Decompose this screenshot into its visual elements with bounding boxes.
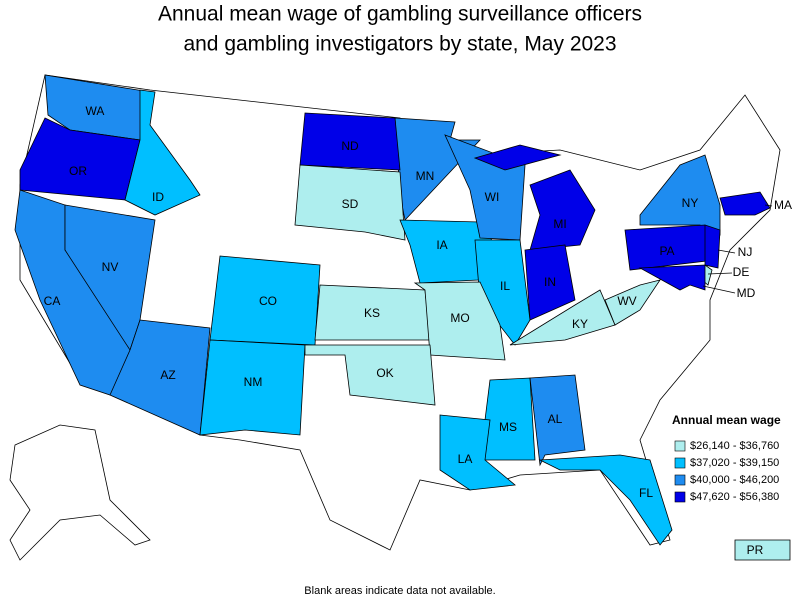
state-label: IL [500,279,510,293]
state: MI [473,144,596,251]
state: KY [509,289,616,346]
leader-line [717,249,736,254]
state-label: NM [244,375,263,389]
state-label: WA [86,104,105,118]
state-shape [124,89,201,216]
legend-label: $26,140 - $36,760 [690,440,779,452]
state: NJ [704,224,753,269]
state: NY [639,154,721,236]
state: CO [209,255,321,346]
state-label: FL [639,486,653,500]
state: NM [199,339,306,436]
state-label: NJ [738,245,753,259]
legend-title: Annual mean wage [672,413,781,427]
state-shape [199,339,306,436]
state: MA [719,191,792,216]
state: MD [638,264,756,300]
state-label: MN [416,169,435,183]
alaska [9,424,151,561]
state-label: ID [152,190,164,204]
state-shape [439,414,516,491]
state: DE [701,264,750,286]
legend-swatch [674,440,686,452]
state: LA [439,414,516,491]
state: MO [413,281,506,361]
state-label: KY [572,317,588,331]
state-label: NY [682,196,699,210]
state: FL [538,454,673,546]
state-label: MS [499,420,517,434]
state-label: MA [774,198,792,212]
state-label: OK [376,366,393,380]
state-shape [704,224,721,269]
state-shape [109,319,211,436]
legend-swatch [674,474,686,486]
state-label: MI [553,217,566,231]
legend-swatch [674,491,686,503]
state: IN [524,244,576,321]
state-label: NV [102,260,119,274]
state-label: PR [747,543,764,557]
state: OK [304,344,436,406]
legend-label: $47,620 - $56,380 [690,491,779,503]
state-label: SD [342,197,359,211]
title-line: Annual mean wage of gambling surveillanc… [158,3,642,26]
state: MS [484,377,536,461]
legend-swatch [674,457,686,469]
state-label: MO [450,311,469,325]
state: WV [604,279,661,326]
state: OR [19,117,141,201]
state-label: IN [544,275,556,289]
state: WA [44,74,151,141]
state-shape [639,154,721,236]
state: PR [734,539,791,561]
state-label: OR [69,164,87,178]
state-label: WI [485,190,500,204]
footnote: Blank areas indicate data not available. [304,585,495,597]
state: KS [314,284,431,341]
state-label: CO [259,294,277,308]
leader-line [764,204,773,207]
state-shape [484,377,536,461]
state-shape [524,244,576,321]
state-label: CA [44,294,61,308]
state-shape [304,344,436,406]
state-shape [638,264,706,291]
state-label: ND [341,139,359,153]
state-label: WV [617,294,636,308]
state-label: DE [733,265,750,279]
state-label: AZ [160,368,175,382]
state-shape [413,281,506,361]
state-label: AL [548,412,563,426]
state-shape [719,191,771,216]
state: AZ [109,319,211,436]
state-shape [604,279,661,326]
state-shape [529,169,596,251]
state-label: KS [364,306,380,320]
leader-line [707,272,733,275]
state: SD [294,164,406,241]
legend-label: $40,000 - $46,200 [690,474,779,486]
state-shape [294,164,406,241]
state-shape [473,144,562,171]
state: ID [124,89,201,216]
leader-line [702,285,736,294]
state-label: PA [659,244,674,258]
legend-label: $37,020 - $39,150 [690,457,779,469]
state-shape [299,112,401,171]
state-label: MD [737,286,756,300]
state: ND [299,112,401,171]
state-label: LA [458,452,473,466]
legend: $26,140 - $36,760 $37,020 - $39,150 $40,00… [674,440,779,503]
state-label: IA [436,238,447,252]
title-line: and gambling investigators by state, May… [183,33,616,56]
state-shape [538,454,673,546]
state: AL [529,374,586,467]
state-shape [529,374,586,467]
state-shape [509,289,616,346]
state-shape [734,539,791,561]
